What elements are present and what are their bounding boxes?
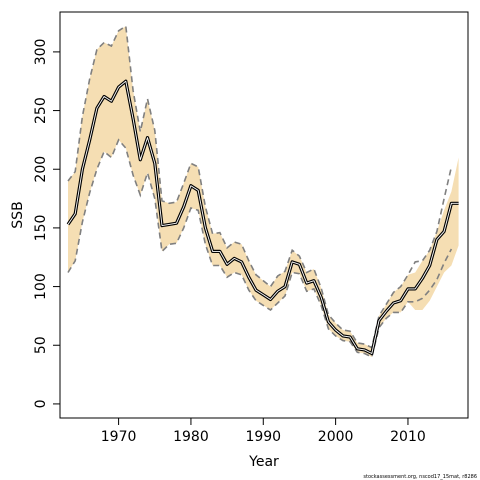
x-tick-label: 2010: [390, 429, 426, 445]
confidence-band: [68, 26, 459, 357]
estimate-line-layer: [66, 79, 459, 356]
x-axis: 1970 1980 1990 2000 2010: [101, 418, 426, 445]
x-tick-label: 1970: [101, 429, 137, 445]
y-tick-label: 50: [33, 336, 49, 354]
confidence-bound-lines: [67, 24, 453, 359]
source-footnote: stockassessment.org, nscod17_15mat, r828…: [363, 474, 477, 480]
x-tick-label: 1980: [173, 429, 209, 445]
plot-frame: [59, 11, 469, 419]
y-tick-label: 100: [33, 273, 49, 300]
y-tick-label: 200: [33, 156, 49, 183]
y-axis-title: SSB: [10, 201, 26, 228]
lower-dashed-bound-line: [67, 138, 453, 359]
x-tick-label: 1990: [245, 429, 281, 445]
y-tick-label: 300: [33, 39, 49, 66]
y-tick-label: 150: [33, 215, 49, 242]
estimate-line-center: [67, 80, 459, 354]
x-tick-label: 2000: [318, 429, 354, 445]
upper-dashed-bound-line: [67, 24, 453, 349]
y-tick-label: 250: [33, 97, 49, 124]
y-axis: 0 50 100 150 200 250 300: [33, 39, 60, 408]
confidence-band-layer: [68, 26, 459, 357]
y-tick-label: 0: [33, 399, 49, 408]
x-axis-title: Year: [248, 454, 279, 470]
